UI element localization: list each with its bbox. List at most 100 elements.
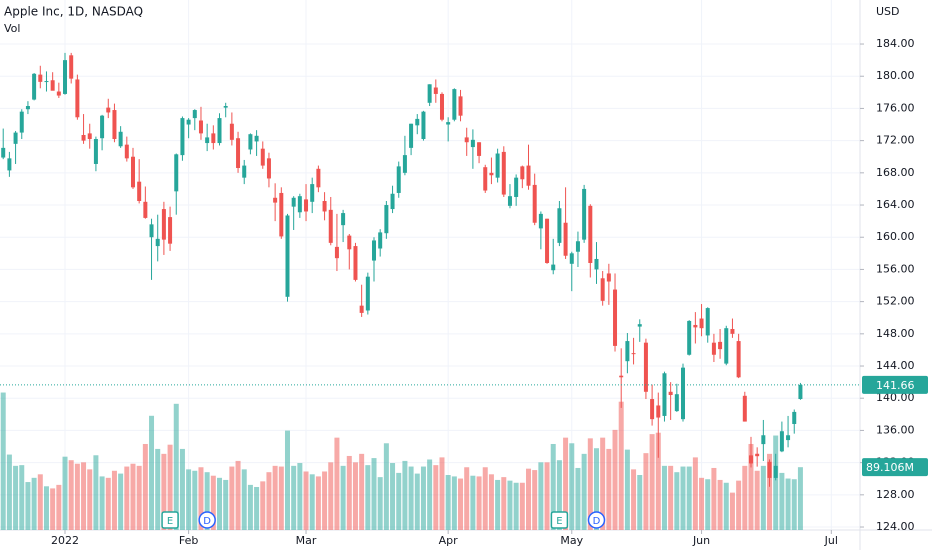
volume-bar xyxy=(519,482,525,530)
candle-body xyxy=(687,320,692,355)
candle-body xyxy=(582,188,587,240)
candle-body xyxy=(662,373,667,416)
candle-body xyxy=(390,193,395,210)
candle-body xyxy=(353,246,358,280)
volume-bar xyxy=(513,482,519,530)
volume-bar xyxy=(563,437,569,530)
volume-bar xyxy=(186,469,192,530)
candle-body xyxy=(792,411,797,424)
volume-bar xyxy=(538,462,544,530)
candle-body xyxy=(100,115,105,139)
candle-body xyxy=(365,276,370,311)
candle-body xyxy=(415,118,420,126)
volume-title: Vol xyxy=(4,22,20,35)
candle-body xyxy=(143,201,148,218)
volume-bar xyxy=(13,465,19,530)
volume-bar xyxy=(729,492,735,530)
volume-bar xyxy=(130,463,136,530)
volume-bar xyxy=(408,466,414,530)
volume-bar xyxy=(365,465,371,530)
candle-body xyxy=(334,246,339,259)
event-marker xyxy=(587,511,606,529)
candle-body xyxy=(421,111,426,140)
volume-bar xyxy=(346,455,352,530)
candle-body xyxy=(594,258,599,270)
candle-body xyxy=(137,181,142,202)
candle-body xyxy=(242,165,247,178)
candle-body xyxy=(575,241,580,252)
volume-bar xyxy=(396,472,402,530)
candle-body xyxy=(495,153,500,178)
candle-body xyxy=(44,81,49,83)
volume-bar xyxy=(217,477,223,530)
volume-bar xyxy=(118,473,124,530)
candle-body xyxy=(341,213,346,226)
volume-bar xyxy=(550,443,556,530)
candle-body xyxy=(266,158,271,179)
volume-bar xyxy=(229,466,235,530)
volume-bar xyxy=(309,474,315,530)
y-tick-label: 152.00 xyxy=(876,295,915,308)
last-price-label: 141.66 xyxy=(876,379,915,392)
x-tick-label: May xyxy=(560,534,583,547)
candle-body xyxy=(699,318,704,329)
volume-bar xyxy=(717,479,723,530)
volume-bar xyxy=(142,443,148,530)
last-price-badge xyxy=(862,375,928,394)
volume-bar xyxy=(93,455,99,530)
volume-bar xyxy=(111,470,117,530)
volume-bar xyxy=(661,465,667,530)
candle-body xyxy=(545,218,550,263)
volume-bar xyxy=(260,481,266,530)
candle-body xyxy=(1,147,6,158)
candle-body xyxy=(681,367,686,420)
volume-bar xyxy=(19,465,25,530)
candle-body xyxy=(304,199,309,212)
candle-body xyxy=(63,60,68,94)
volume-bar xyxy=(204,472,210,530)
volume-bar xyxy=(284,430,290,530)
volume-bar xyxy=(161,453,167,530)
candle-body xyxy=(174,154,179,192)
candle-body xyxy=(291,197,296,207)
candle-body xyxy=(32,73,37,100)
volume-bar xyxy=(328,462,334,530)
candle-body xyxy=(631,353,636,355)
candle-body xyxy=(427,84,432,103)
candle-body xyxy=(254,135,259,142)
volume-bar xyxy=(526,468,532,530)
candle-body xyxy=(606,273,611,282)
volume-bar xyxy=(0,392,6,530)
volume-bar xyxy=(612,429,618,530)
volume-bar xyxy=(74,463,80,530)
x-tick-label: Jun xyxy=(692,534,710,547)
event-label: E xyxy=(556,516,562,527)
volume-bar xyxy=(6,454,12,530)
volume-bar xyxy=(631,469,637,530)
candle-body xyxy=(322,201,327,212)
candle-body xyxy=(186,119,191,125)
y-tick-label: 144.00 xyxy=(876,359,915,372)
candle-body xyxy=(396,166,401,193)
candle-body xyxy=(433,87,438,94)
volume-bar xyxy=(556,460,562,530)
candle-body xyxy=(507,196,512,206)
volume-bar xyxy=(637,475,643,530)
candle-body xyxy=(180,118,185,156)
volume-bar xyxy=(581,453,587,530)
y-tick-label: 148.00 xyxy=(876,327,915,340)
candle-body xyxy=(372,240,377,261)
volume-bar xyxy=(359,453,365,530)
y-tick-label: 180.00 xyxy=(876,69,915,82)
candle-body xyxy=(773,465,778,478)
candle-body xyxy=(69,55,74,79)
volume-bar xyxy=(149,415,155,530)
volume-bar xyxy=(575,467,581,530)
candle-body xyxy=(155,238,160,247)
volume-bar xyxy=(247,484,253,530)
volume-bar xyxy=(315,476,321,530)
volume-bar xyxy=(272,465,278,530)
volume-bar xyxy=(371,458,377,530)
volume-bar xyxy=(25,482,31,530)
